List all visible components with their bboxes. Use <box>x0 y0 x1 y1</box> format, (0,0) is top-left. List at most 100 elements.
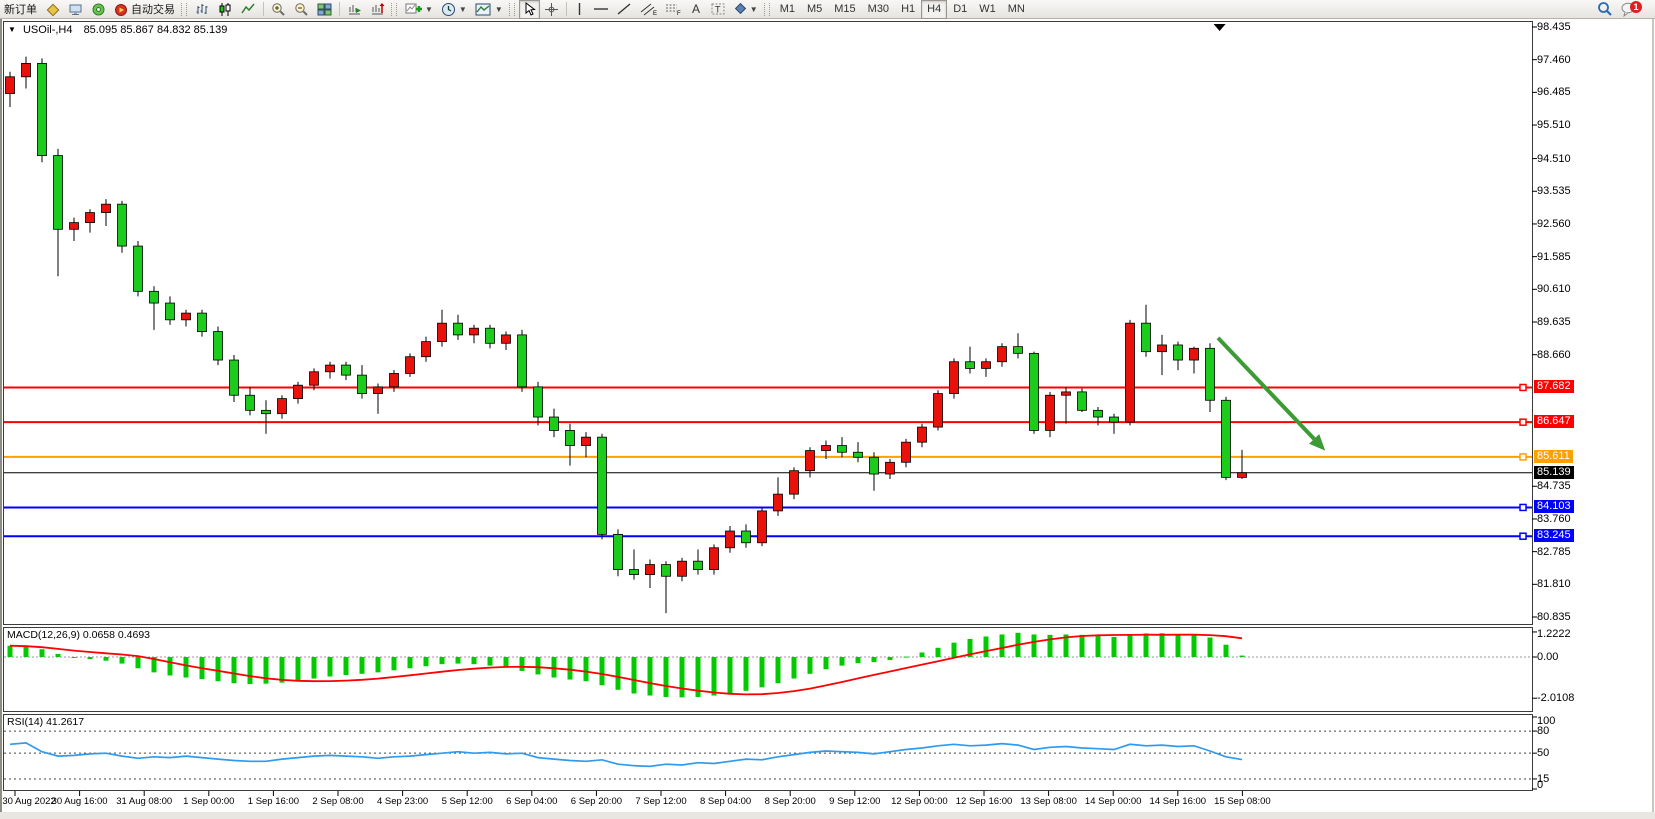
toolbar-grip <box>391 2 397 16</box>
toolbar-separator <box>565 2 567 16</box>
price-tick-label: 84.735 <box>1537 480 1571 493</box>
time-axis-label: 6 Sep 04:00 <box>506 796 558 807</box>
rsi-tick-label: 100 <box>1537 715 1556 727</box>
auto-scroll-button[interactable] <box>343 0 366 19</box>
horizontal-line-icon <box>593 2 609 16</box>
signal-globe-icon <box>91 2 106 17</box>
price-level-label: 83.245 <box>1534 529 1574 543</box>
bar-chart-icon <box>195 2 210 17</box>
price-chart-pane[interactable] <box>3 21 1533 625</box>
window-left-border <box>0 19 2 819</box>
monitor-icon <box>68 2 83 17</box>
chart-shift-button[interactable] <box>366 0 389 19</box>
macd-indicator-label: MACD(12,26,9) 0.0658 0.4693 <box>7 629 151 641</box>
svg-text:F: F <box>677 11 681 16</box>
new-order-button[interactable]: 新订单 <box>0 0 41 19</box>
fibonacci-icon: F <box>665 2 682 17</box>
text-icon: A <box>690 2 703 16</box>
timeframe-button-m5[interactable]: M5 <box>806 3 823 15</box>
candle-chart-mode-button[interactable] <box>214 0 237 19</box>
price-level-label: 87.682 <box>1534 380 1574 394</box>
cursor-tool-button[interactable] <box>518 0 540 19</box>
timeframe-button-h4[interactable]: H4 <box>921 0 948 19</box>
rsi-tick-label: 50 <box>1537 747 1550 760</box>
tile-windows-button[interactable] <box>313 0 336 19</box>
dropdown-caret-icon: ▼ <box>749 4 758 14</box>
text-tool-button[interactable]: A <box>686 0 707 19</box>
time-axis-label: 2 Sep 08:00 <box>312 796 364 807</box>
svg-text:A: A <box>692 2 700 16</box>
timeframe-bar: M1 M5 M15 M30 H1 H4 D1 W1 MN <box>774 0 1031 19</box>
time-axis-label: 5 Sep 12:00 <box>441 796 493 807</box>
channel-tool-button[interactable]: E <box>636 0 661 19</box>
trendline-icon <box>617 2 632 16</box>
toolbar: 新订单 自动交易 <box>0 0 1655 19</box>
horizontal-line-tool-button[interactable] <box>589 0 613 19</box>
add-indicator-icon <box>405 2 422 17</box>
timeframe-button-m1[interactable]: M1 <box>779 3 795 15</box>
time-axis-label: 30 Aug 16:00 <box>51 796 108 807</box>
timeframe-button-m15[interactable]: M15 <box>834 3 856 15</box>
toolbar-grip <box>181 2 187 16</box>
timeframe-button-mn[interactable]: MN <box>1007 3 1025 15</box>
zoom-out-button[interactable] <box>290 0 313 19</box>
time-axis-label: 13 Sep 08:00 <box>1020 796 1077 807</box>
line-chart-icon <box>241 2 256 17</box>
period-button[interactable]: ▼ <box>437 0 471 19</box>
profiles-button[interactable] <box>41 0 64 19</box>
text-label-icon: T <box>711 2 726 16</box>
bar-chart-mode-button[interactable] <box>191 0 214 19</box>
profile-diamond-icon <box>45 2 60 17</box>
auto-trading-icon <box>114 2 129 17</box>
rsi-tick-label: 80 <box>1537 725 1550 738</box>
timeframe-button-w1[interactable]: W1 <box>979 3 996 15</box>
time-axis-label: 30 Aug 2022 <box>2 796 56 807</box>
search-icon <box>1597 1 1613 17</box>
crosshair-tool-button[interactable] <box>540 0 563 19</box>
template-button[interactable]: ▼ <box>471 0 507 19</box>
zoom-out-icon <box>294 2 309 17</box>
time-axis-label: 8 Sep 20:00 <box>764 796 816 807</box>
candlestick-icon <box>218 2 233 17</box>
price-tick-label: 96.485 <box>1537 86 1571 99</box>
symbol-period-label: USOil-,H4 <box>22 24 73 36</box>
trendline-tool-button[interactable] <box>613 0 636 19</box>
time-axis-label: 1 Sep 16:00 <box>247 796 300 807</box>
time-axis-label: 14 Sep 16:00 <box>1149 796 1207 807</box>
toolbar-grip <box>508 2 515 16</box>
price-tick-label: 95.510 <box>1537 119 1571 132</box>
price-level-label: 85.139 <box>1534 465 1574 479</box>
time-axis-label: 4 Sep 23:00 <box>376 796 429 807</box>
auto-trading-button[interactable]: 自动交易 <box>110 0 179 19</box>
time-axis-label: 12 Sep 00:00 <box>891 796 948 807</box>
timeframe-button-d1[interactable]: D1 <box>953 3 968 15</box>
dropdown-caret-icon: ▼ <box>425 4 433 14</box>
rsi-indicator-label: RSI(14) 41.2617 <box>7 716 85 728</box>
line-chart-mode-button[interactable] <box>237 0 260 19</box>
chart-expand-triangle-icon[interactable]: ▼ <box>8 25 16 34</box>
macd-tick-label: -2.0108 <box>1537 692 1575 705</box>
zoom-in-button[interactable] <box>267 0 290 19</box>
vertical-line-tool-button[interactable] <box>570 0 589 19</box>
cursor-icon <box>523 1 536 16</box>
rsi-pane[interactable] <box>3 714 1533 791</box>
macd-pane[interactable] <box>3 627 1533 712</box>
add-indicator-button[interactable]: ▼ <box>401 0 437 19</box>
time-axis-label: 8 Sep 04:00 <box>699 796 752 807</box>
svg-text:E: E <box>653 11 657 16</box>
dropdown-caret-icon: ▼ <box>458 4 467 14</box>
signals-button[interactable] <box>87 0 110 19</box>
timeframe-button-h1[interactable]: H1 <box>901 3 916 15</box>
shapes-tool-button[interactable]: ▼ <box>730 0 762 19</box>
notifications-button[interactable]: 1 <box>1617 0 1642 19</box>
market-watch-button[interactable] <box>64 0 87 19</box>
fibonacci-tool-button[interactable]: F <box>661 0 686 19</box>
timeframe-button-m30[interactable]: M30 <box>867 3 890 15</box>
clock-icon <box>441 2 456 17</box>
window-right-border <box>1652 19 1654 819</box>
price-level-label: 85.611 <box>1534 449 1573 463</box>
symbol-info-line[interactable]: ▼ USOil-,H4 85.095 85.867 84.832 85.139 <box>8 24 227 36</box>
label-tool-button[interactable]: T <box>707 0 730 19</box>
search-button[interactable] <box>1593 0 1617 19</box>
tile-windows-icon <box>317 2 332 17</box>
